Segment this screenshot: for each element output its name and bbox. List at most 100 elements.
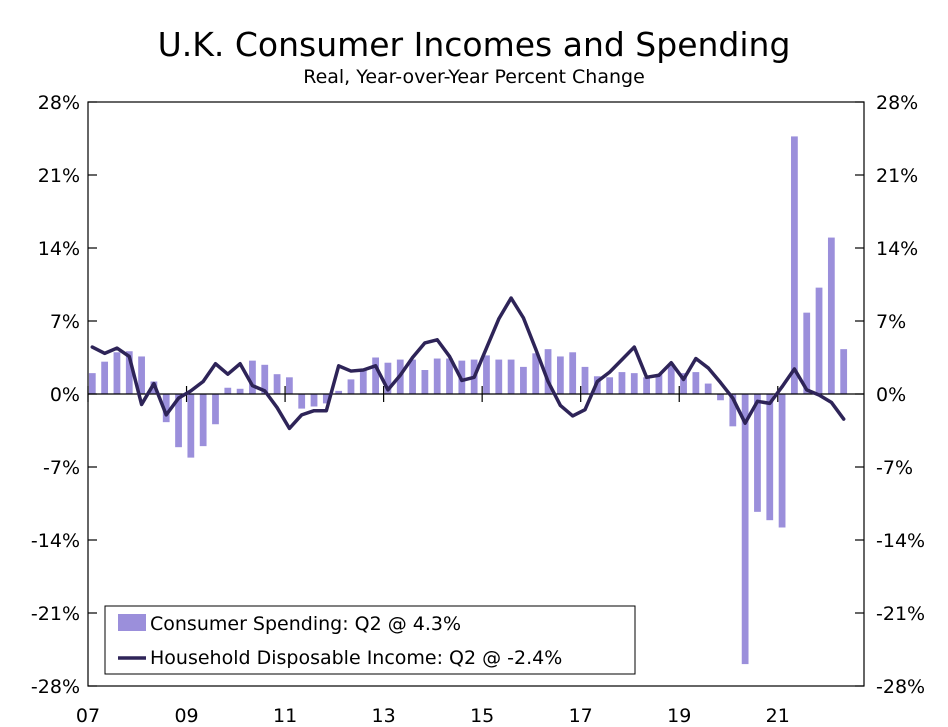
spending-bar xyxy=(335,390,343,394)
income-line xyxy=(90,296,846,431)
spending-bar xyxy=(618,372,626,394)
spending-bar xyxy=(175,394,182,448)
income-point xyxy=(546,379,550,383)
spending-bar xyxy=(532,353,540,394)
income-point xyxy=(287,426,291,430)
income-point xyxy=(558,403,562,407)
income-point xyxy=(337,364,341,368)
legend-swatch-spending xyxy=(118,614,146,631)
spending-bar xyxy=(224,387,232,394)
y-tick-label-right: -7% xyxy=(876,457,913,479)
income-point xyxy=(213,362,217,366)
income-point xyxy=(484,346,488,350)
spending-bar xyxy=(433,358,441,394)
spending-bar xyxy=(741,394,749,665)
income-point xyxy=(817,393,821,397)
income-point xyxy=(189,389,193,393)
spending-bar xyxy=(680,373,687,394)
spending-bar xyxy=(347,379,355,394)
income-point xyxy=(312,409,316,413)
spending-bar xyxy=(520,366,527,394)
y-tick-label-right: -28% xyxy=(876,676,925,698)
spending-bar xyxy=(569,352,577,394)
y-tick-label-left: 7% xyxy=(50,311,80,333)
income-point xyxy=(238,362,242,366)
spending-bar xyxy=(704,383,712,394)
spending-bar xyxy=(778,394,786,528)
y-tick-label-left: -7% xyxy=(43,457,80,479)
spending-bar xyxy=(113,352,121,394)
y-tick-label-right: 0% xyxy=(876,384,906,406)
x-tick-label: 07 xyxy=(76,705,100,727)
income-point xyxy=(127,354,131,358)
y-tick-label-right: 7% xyxy=(876,311,906,333)
spending-bar xyxy=(655,374,663,394)
income-point xyxy=(521,316,525,320)
spending-bar xyxy=(495,359,503,394)
income-point xyxy=(361,368,365,372)
spending-bar xyxy=(667,364,675,394)
income-point xyxy=(694,357,698,361)
spending-bar xyxy=(310,394,318,407)
income-point xyxy=(632,345,636,349)
spending-bar xyxy=(286,377,293,394)
income-point xyxy=(386,388,390,392)
spending-bars xyxy=(88,136,848,665)
income-line-group xyxy=(90,296,846,431)
income-point xyxy=(411,356,415,359)
income-point xyxy=(140,402,144,406)
y-tick-label-left: 0% xyxy=(50,384,80,406)
spending-bar xyxy=(815,287,823,394)
spending-bar xyxy=(409,359,416,394)
y-tick-label-right: -14% xyxy=(876,530,925,552)
income-point xyxy=(731,396,735,400)
income-point xyxy=(349,369,353,373)
spending-bar xyxy=(236,388,244,394)
spending-bar xyxy=(187,394,195,458)
income-point xyxy=(275,406,279,410)
y-tick-label-left: -28% xyxy=(31,676,80,698)
spending-bar xyxy=(384,362,392,394)
income-point xyxy=(250,384,254,388)
income-point xyxy=(805,388,809,392)
income-point xyxy=(620,358,624,362)
income-point xyxy=(583,408,587,412)
y-tick-label-right: 14% xyxy=(876,238,918,260)
income-point xyxy=(374,364,378,368)
income-point xyxy=(300,413,304,417)
income-point xyxy=(657,373,661,377)
spending-bar xyxy=(421,370,429,394)
income-point xyxy=(177,396,181,400)
income-point xyxy=(152,382,156,386)
y-tick-label-right: 28% xyxy=(876,92,918,114)
y-tick-label-right: -21% xyxy=(876,603,925,625)
spending-bar xyxy=(507,359,515,394)
spending-bar xyxy=(630,373,638,394)
spending-bar xyxy=(273,374,281,394)
spending-bar xyxy=(372,357,379,394)
income-point xyxy=(472,375,476,379)
income-point xyxy=(682,377,686,381)
y-tick-label-left: 28% xyxy=(38,92,80,114)
income-point xyxy=(263,389,267,393)
y-tick-label-left: -14% xyxy=(31,530,80,552)
income-point xyxy=(842,417,846,421)
spending-bar xyxy=(359,370,367,394)
spending-bar xyxy=(446,358,453,394)
income-point xyxy=(571,414,575,418)
y-tick-label-right: 21% xyxy=(876,165,918,187)
income-point xyxy=(829,400,833,404)
spending-bar xyxy=(827,237,835,394)
income-point xyxy=(201,379,205,383)
spending-bar xyxy=(643,377,650,394)
legend-label-spending: Consumer Spending: Q2 @ 4.3% xyxy=(150,613,461,635)
spending-bar xyxy=(717,394,724,401)
income-point xyxy=(226,372,230,376)
spending-bar xyxy=(298,394,306,409)
spending-bar xyxy=(101,361,109,394)
spending-bar xyxy=(483,355,490,394)
x-tick-label: 11 xyxy=(273,705,297,727)
income-point xyxy=(509,296,513,300)
spending-bar xyxy=(261,364,269,394)
legend-box xyxy=(104,605,636,675)
